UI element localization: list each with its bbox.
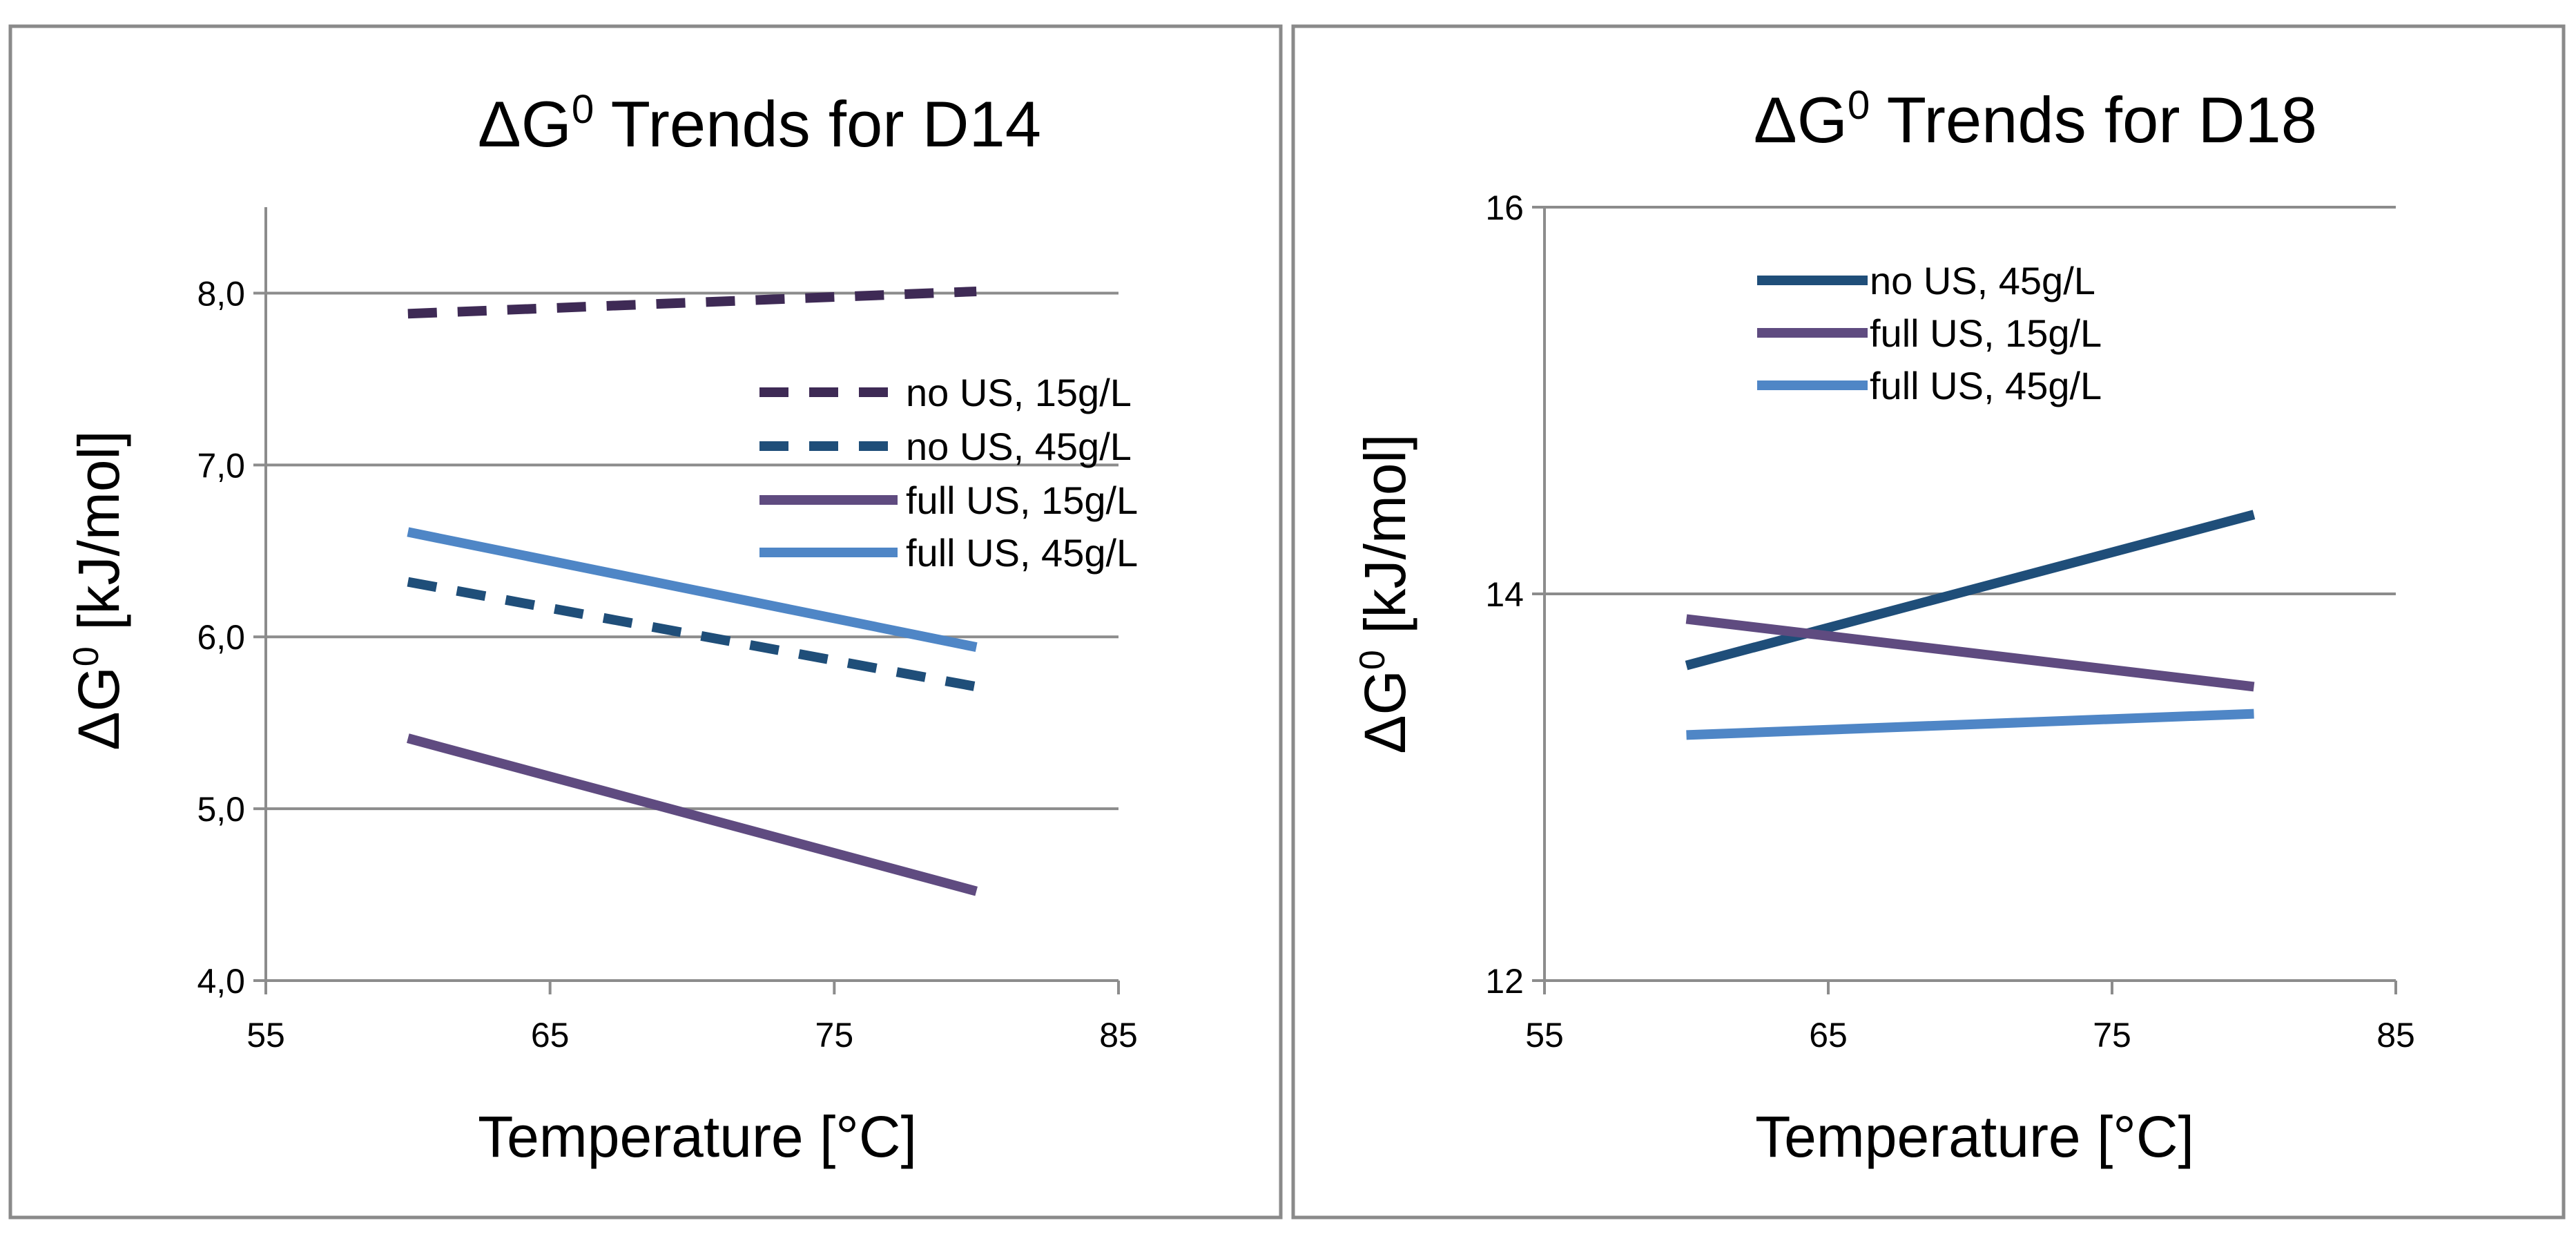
d14-chart-title: ΔG0 Trends for D14 [478, 87, 1041, 160]
d18-legend-label-2: full US, 45g/L [1870, 364, 2102, 407]
d14-chart-panel: ΔG0 Trends for D14 4,0 5,0 6,0 7,0 8,0 55 65 75… [8, 24, 1283, 1220]
d14-axes: 4,0 5,0 6,0 7,0 8,0 55 65 75 85 [197, 207, 1138, 1054]
d14-series-line-3 [407, 527, 978, 653]
d18-x-tick-label-2: 75 [2093, 1016, 2131, 1054]
d18-legend-label-0: no US, 45g/L [1870, 259, 2095, 302]
d14-y-tick-label-4: 8,0 [197, 274, 245, 313]
d14-legend-label-3: full US, 45g/L [906, 531, 1138, 575]
d14-grid [266, 291, 1118, 811]
d14-y-axis-title: ΔG0 [kJ/mol] [66, 430, 131, 750]
d18-series-line-1 [1685, 614, 2255, 692]
d14-x-axis-title: Temperature [°C] [478, 1104, 917, 1169]
d14-series [407, 286, 978, 896]
d18-y-tick-label-2: 16 [1485, 189, 1524, 227]
d14-legend-label-1: no US, 45g/L [906, 425, 1132, 468]
d18-x-tick-label-1: 65 [1809, 1016, 1848, 1054]
d18-series-line-2 [1686, 709, 2254, 740]
d14-series-line-0 [407, 286, 977, 319]
d14-y-tick-label-1: 5,0 [197, 790, 245, 829]
d14-series-line-2 [407, 733, 978, 896]
d18-series-line-0 [1685, 510, 2256, 671]
d14-chart-frame [8, 24, 1283, 1220]
d14-x-tick-label-3: 85 [1099, 1016, 1138, 1054]
d14-legend: no US, 15g/L no US, 45g/L full US, 15g/L fu… [759, 371, 1138, 575]
d14-legend-label-0: no US, 15g/L [906, 371, 1132, 414]
d18-y-tick-label-1: 14 [1485, 575, 1524, 614]
d18-x-axis-title: Temperature [°C] [1755, 1104, 2194, 1169]
d14-x-tick-label-0: 55 [246, 1016, 285, 1054]
d18-y-axis-title: ΔG0 [kJ/mol] [1353, 434, 1417, 753]
d18-chart-title: ΔG0 Trends for D18 [1754, 83, 2317, 156]
d14-y-tick-label-2: 6,0 [197, 618, 245, 657]
d14-y-tick-label-0: 4,0 [197, 962, 245, 1001]
d14-legend-label-2: full US, 15g/L [906, 479, 1138, 522]
d18-x-tick-label-3: 85 [2376, 1016, 2415, 1054]
d18-y-tick-label-0: 12 [1485, 962, 1524, 1001]
d18-legend: no US, 45g/L full US, 15g/L full US, 45g/L [1757, 259, 2102, 407]
d14-x-tick-label-1: 65 [531, 1016, 570, 1054]
d18-chart-panel: ΔG0 Trends for D18 12 14 16 55 65 75 85 no US,… [1291, 24, 2566, 1220]
d18-axes: 12 14 16 55 65 75 85 [1485, 189, 2414, 1054]
d18-x-tick-label-0: 55 [1525, 1016, 1564, 1054]
d18-chart-frame [1291, 24, 2566, 1220]
d14-y-tick-label-3: 7,0 [197, 446, 245, 485]
d18-series [1685, 510, 2256, 740]
d14-x-tick-label-2: 75 [815, 1016, 854, 1054]
d18-legend-label-1: full US, 15g/L [1870, 311, 2102, 355]
